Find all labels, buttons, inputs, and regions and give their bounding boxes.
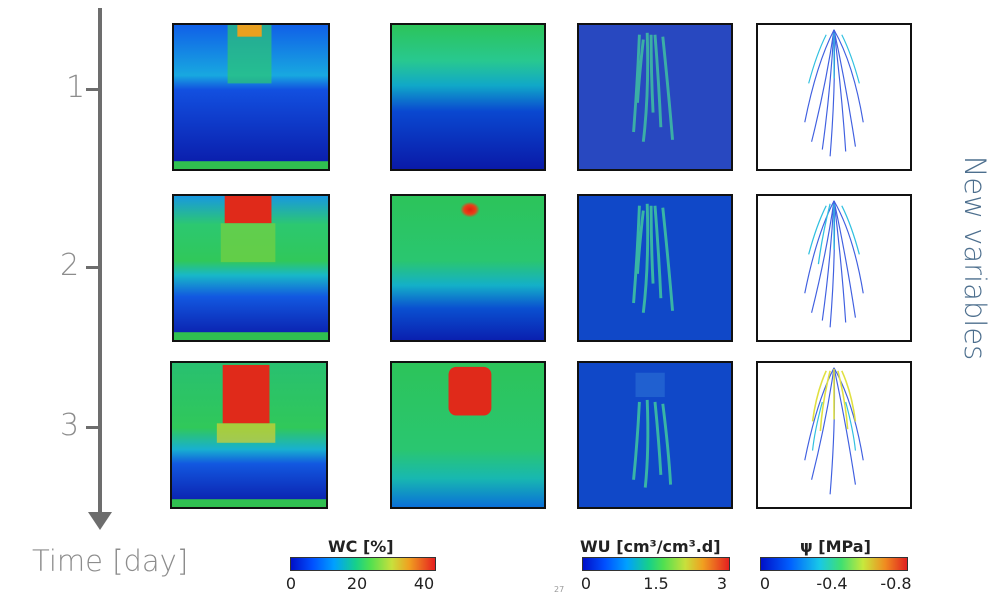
water-uptake-panel-day3 [577,361,733,509]
colorbar-wc-tick-0: 0 [285,574,297,593]
water-potential-panel-day1 [756,23,912,171]
time-tick-mark-2 [86,266,100,269]
new-variables-label: New variables [958,155,992,361]
measured-wc-panel-day2 [172,194,330,342]
time-tick-mark-1 [86,88,100,91]
colorbar-wu-title: WU [cm³/cm³.d] [580,537,721,556]
water-uptake-panel-day2 [577,194,733,342]
simulated-wc-panel-day3 [390,361,546,509]
simulated-wc-panel-day2 [390,194,546,342]
time-tick-mark-3 [86,426,100,429]
water-potential-panel-day2 [756,194,912,342]
time-axis-title: Time [day] [32,544,189,578]
colorbar-wc-tick-1: 20 [346,574,368,593]
simulated-wc-panel-day1 [390,23,546,171]
colorbar-psi-gradient [760,557,908,571]
colorbar-wc-gradient [290,557,436,571]
measured-wc-panel-day3 [170,361,328,509]
time-axis-arrowhead [88,512,112,530]
page-number: 27 [554,585,565,594]
time-tick-label-2: 2 [60,248,80,283]
time-tick-label-1: 1 [66,70,86,105]
measured-wc-panel-day1 [172,23,330,171]
colorbar-wc-tick-2: 40 [413,574,435,593]
colorbar-psi-title: ψ [MPa] [800,537,871,556]
water-uptake-panel-day1 [577,23,733,171]
colorbar-wu-gradient [582,557,730,571]
colorbar-wu-tick-0: 0 [580,574,592,593]
colorbar-wc-title: WC [%] [328,537,394,556]
colorbar-psi-tick-2: -0.8 [880,574,912,593]
colorbar-wu-tick-2: 3 [716,574,728,593]
time-axis-line [98,8,102,520]
colorbar-wu-tick-1: 1.5 [643,574,669,593]
time-tick-label-3: 3 [60,408,80,443]
colorbar-psi-tick-1: -0.4 [816,574,848,593]
colorbar-psi-tick-0: 0 [759,574,771,593]
water-potential-panel-day3 [756,361,912,509]
